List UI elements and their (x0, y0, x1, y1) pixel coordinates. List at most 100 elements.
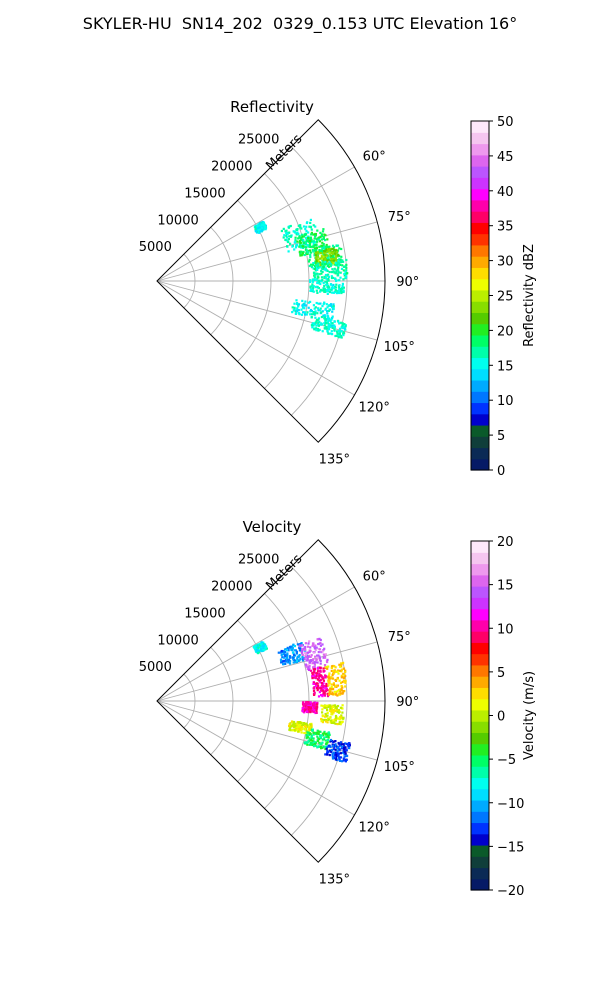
echo-pixel (346, 754, 349, 757)
echo-pixel (324, 277, 327, 280)
echo-pixel (329, 687, 332, 690)
echo-pixel (295, 233, 298, 236)
echo-pixel (324, 666, 327, 669)
echo-pixel (313, 661, 316, 665)
echo-pixel (332, 303, 335, 306)
echo-pixel (330, 251, 333, 254)
echo-pixel (308, 237, 311, 240)
echo-pixel (337, 271, 340, 274)
echo-pixel (323, 324, 326, 327)
echo-pixel (296, 310, 299, 313)
echo-pixel (299, 224, 302, 227)
echo-pixel (318, 637, 321, 640)
echo-pixel (336, 717, 339, 720)
echo-pixel (312, 658, 315, 661)
echo-pixel (297, 725, 300, 728)
echo-pixel (303, 648, 306, 651)
radial-tick-label: 15000 (184, 186, 225, 201)
echo-pixel (342, 757, 345, 760)
echo-pixel (322, 688, 325, 691)
echo-pixel (324, 674, 327, 677)
echo-pixel (333, 320, 336, 323)
echo-pixel (321, 695, 324, 698)
colorbar-segment (471, 436, 489, 449)
echo-pixel (311, 673, 314, 676)
echo-pixel (301, 299, 304, 302)
echo-pixel (326, 314, 329, 317)
echo-pixel (302, 239, 305, 242)
echo-pixel (331, 268, 334, 271)
echo-pixel (333, 756, 336, 759)
echo-pixel (341, 288, 344, 291)
echo-pixel (328, 672, 331, 675)
echo-pixel (303, 253, 306, 257)
echo-pixel (328, 749, 331, 752)
echo-pixel (330, 666, 333, 669)
echo-pixel (307, 655, 310, 658)
echo-pixel (310, 266, 314, 269)
echo-pixel (335, 286, 338, 289)
echo-pixel (317, 302, 320, 305)
echo-pixel (309, 280, 312, 283)
echo-pixel (292, 309, 295, 312)
echo-pixel (316, 738, 319, 741)
echo-pixel (316, 670, 320, 673)
echo-pixel (313, 705, 316, 709)
echo-pixel (330, 271, 333, 274)
echo-pixel (343, 274, 346, 277)
echo-pixel (332, 682, 335, 685)
echo-pixel (296, 660, 299, 664)
echo-pixel (300, 250, 303, 253)
echo-pixel (339, 741, 343, 744)
echo-pixel (323, 669, 326, 672)
echo-pixel (309, 300, 312, 303)
echo-pixel (286, 245, 289, 248)
echo-pixel (343, 751, 346, 754)
echo-pixel (343, 265, 346, 268)
colorbar-segment (471, 664, 489, 677)
echo-pixel (339, 321, 342, 324)
echo-pixel (319, 736, 323, 740)
echo-pixel (318, 251, 321, 254)
echo-pixel (341, 324, 344, 327)
echo-pixel (312, 242, 315, 245)
echo-pixel (341, 259, 344, 262)
echo-pixel (312, 674, 315, 677)
echo-pixel (320, 678, 323, 681)
echo-pixel (305, 246, 308, 249)
echo-pixel (317, 732, 320, 735)
echo-pixel (313, 744, 316, 747)
echo-pixel (280, 659, 283, 662)
echo-pixel (348, 747, 351, 750)
echo-pixel (322, 253, 325, 256)
echo-pixel (318, 672, 321, 675)
echo-pixel (280, 653, 283, 657)
echo-pixel (284, 662, 287, 665)
echo-pixel (324, 273, 328, 277)
echo-pixel (329, 320, 332, 323)
colorbar-segment (471, 586, 489, 598)
echo-pixel (260, 226, 263, 230)
echo-pixel (316, 672, 319, 675)
echo-pixel (257, 643, 260, 646)
echo-pixel (304, 655, 307, 658)
echo-pixel (286, 232, 289, 236)
echo-pixel (345, 266, 348, 269)
echo-pixel (301, 648, 304, 651)
echo-pixel (332, 705, 335, 709)
colorbar-segment (471, 278, 489, 291)
echo-pixel (316, 661, 319, 664)
echo-pixel (341, 760, 344, 763)
echo-pixel (323, 288, 326, 291)
echo-pixel (340, 674, 343, 677)
echo-pixel (335, 685, 338, 688)
echo-pixel (329, 283, 333, 286)
echo-pixel (342, 286, 345, 289)
echo-pixel (295, 651, 298, 654)
radial-tick-label: 25000 (238, 553, 279, 568)
echo-pixel (326, 306, 329, 309)
echo-pixel (309, 255, 312, 258)
echo-pixel (321, 708, 324, 711)
echo-pixel (331, 310, 334, 313)
echo-pixel (333, 740, 336, 743)
